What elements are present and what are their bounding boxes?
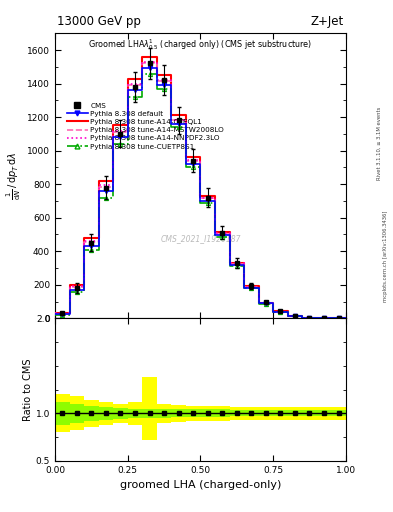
Y-axis label: $\frac{1}{\mathrm{d}N}\,/\,\mathrm{d}p_T\,\mathrm{d}\lambda$: $\frac{1}{\mathrm{d}N}\,/\,\mathrm{d}p_T… [5,152,23,200]
X-axis label: groomed LHA (charged-only): groomed LHA (charged-only) [120,480,281,490]
Text: Rivet 3.1.10, ≥ 3.1M events: Rivet 3.1.10, ≥ 3.1M events [377,106,382,180]
Text: CMS_2021_I1920187: CMS_2021_I1920187 [160,234,241,243]
Text: mcplots.cern.ch [arXiv:1306.3436]: mcplots.cern.ch [arXiv:1306.3436] [383,210,387,302]
Text: 13000 GeV pp: 13000 GeV pp [57,15,141,28]
Legend: CMS, Pythia 8.308 default, Pythia 8.308 tune-A14-CTEQL1, Pythia 8.308 tune-A14-M: CMS, Pythia 8.308 default, Pythia 8.308 … [64,100,227,153]
Text: Z+Jet: Z+Jet [310,15,344,28]
Text: Groomed LHA$\lambda^1_{0.5}$ (charged only) (CMS jet substructure): Groomed LHA$\lambda^1_{0.5}$ (charged on… [88,37,312,52]
Y-axis label: Ratio to CMS: Ratio to CMS [23,358,33,421]
